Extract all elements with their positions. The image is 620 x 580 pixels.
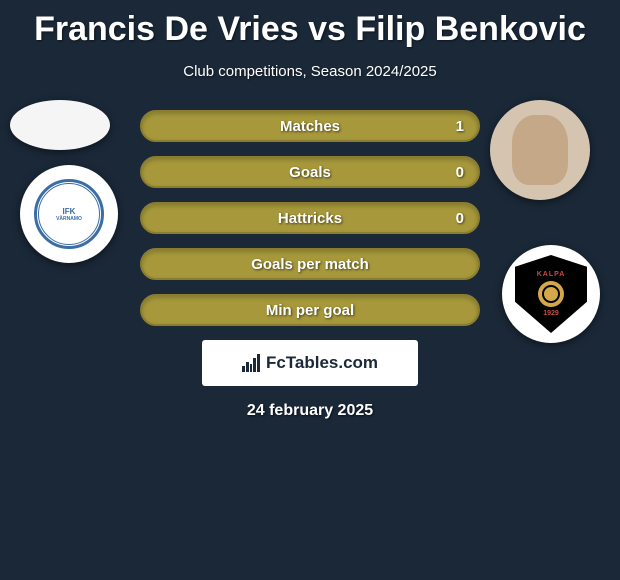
stat-row-goals-per-match: Goals per match <box>140 248 480 280</box>
club-left-sub: VÄRNAMO <box>56 216 82 222</box>
club-left-logo: IFK VÄRNAMO <box>34 179 104 249</box>
club-right-label: KALPA <box>537 271 566 278</box>
stat-row-hattricks: Hattricks 0 <box>140 202 480 234</box>
stats-list: Matches 1 Goals 0 Hattricks 0 Goals per … <box>140 110 480 326</box>
stat-label: Goals per match <box>251 256 369 273</box>
stat-label: Goals <box>289 164 331 181</box>
club-right-logo: KALPA 1929 <box>515 255 587 333</box>
stat-label: Matches <box>280 118 340 135</box>
brand-box: FcTables.com <box>202 340 418 386</box>
stat-row-goals: Goals 0 <box>140 156 480 188</box>
stat-value: 0 <box>456 164 464 181</box>
club-left-badge: IFK VÄRNAMO <box>20 165 118 263</box>
club-right-year: 1929 <box>543 310 559 317</box>
player-left-avatar <box>10 100 110 150</box>
chart-icon <box>242 354 260 372</box>
brand-text: FcTables.com <box>266 353 378 373</box>
stat-value: 1 <box>456 118 464 135</box>
club-left-label: IFK <box>63 207 76 216</box>
stat-label: Hattricks <box>278 210 342 227</box>
player-right-avatar <box>490 100 590 200</box>
stat-label: Min per goal <box>266 302 354 319</box>
comparison-area: IFK VÄRNAMO KALPA 1929 Matches 1 Goals 0… <box>0 110 620 420</box>
page-title: Francis De Vries vs Filip Benkovic <box>0 0 620 49</box>
stat-value: 0 <box>456 210 464 227</box>
club-right-badge: KALPA 1929 <box>502 245 600 343</box>
date-label: 24 february 2025 <box>0 402 620 420</box>
stat-row-min-per-goal: Min per goal <box>140 294 480 326</box>
stat-row-matches: Matches 1 <box>140 110 480 142</box>
subtitle: Club competitions, Season 2024/2025 <box>0 63 620 80</box>
club-right-icon <box>538 281 564 307</box>
